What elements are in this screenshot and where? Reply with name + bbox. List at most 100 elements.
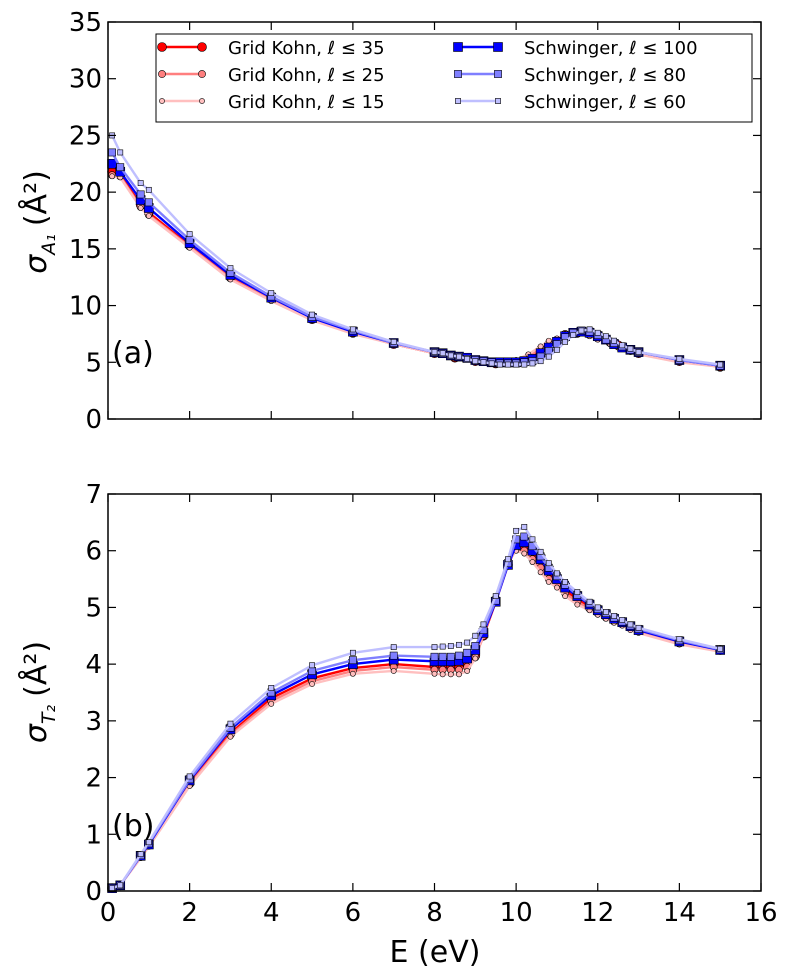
legend-label: Schwinger, ℓ ≤ 60 [524,92,686,113]
panel-b-y-axis: 0 1 2 3 4 5 6 7 [85,480,761,907]
legend-marker [494,70,502,78]
data-point [186,773,193,780]
panel-b-frame [107,493,762,892]
data-point [137,205,144,211]
data-point [472,632,479,639]
data-point [268,700,275,707]
series-line [111,541,721,890]
data-point [108,148,116,157]
data-point [562,593,568,599]
data-point [472,358,479,365]
series-5 [108,148,725,370]
y-tick-label: 1 [85,820,102,850]
data-point [717,645,724,652]
data-point [390,338,397,345]
data-point [513,527,520,534]
y-tick-label: 5 [85,593,102,623]
data-point [505,556,511,563]
data-point [578,327,585,334]
data-point [268,685,275,691]
data-point [594,604,601,611]
legend-marker [198,70,206,78]
legend-marker [158,70,166,78]
data-point [438,652,447,661]
data-point [144,198,153,207]
data-point [480,359,487,366]
data-point [570,332,577,338]
y-tick-label: 0 [85,405,102,435]
data-point [496,361,503,368]
y-tick-label: 7 [85,480,102,510]
data-point [456,641,462,648]
data-point [349,670,356,677]
data-point [268,290,275,296]
legend-entry: Grid Kohn, ℓ ≤ 15 [159,92,385,113]
legend-marker [199,98,205,104]
data-point [635,624,642,631]
data-point [227,720,234,727]
data-point [439,643,446,650]
legend-label: Grid Kohn, ℓ ≤ 25 [228,65,385,86]
data-point [627,345,634,352]
data-point [439,671,446,678]
data-point [349,326,356,333]
y-tick-label: 30 [69,65,102,95]
data-point [545,337,552,344]
panel-b-series [107,523,725,893]
data-point [480,621,487,628]
x-tick-label: 6 [345,898,362,928]
data-point [309,681,315,687]
x-tick-label: 16 [744,898,777,928]
legend-marker [157,42,167,52]
data-point [521,523,528,530]
panel-a-y-title: σA₁ (Å²) [18,170,60,274]
legend: Grid Kohn, ℓ ≤ 35 Grid Kohn, ℓ ≤ 25 Grid K… [155,33,753,123]
data-point [390,644,397,651]
series-line [111,162,721,367]
series-1 [107,543,725,893]
data-point [586,326,593,333]
data-point [116,163,125,172]
legend-marker [453,42,463,52]
legend-label: Grid Kohn, ℓ ≤ 15 [228,92,385,113]
data-point [611,337,617,344]
data-point [717,361,724,368]
data-point [471,642,480,650]
series-line [111,549,721,890]
data-point [109,173,115,180]
series-line [111,525,721,890]
series-line [111,175,721,368]
panel-a-series [107,132,725,372]
data-point [676,355,683,362]
y-tick-label: 15 [69,235,102,265]
y-title-subscript: T₂ [38,704,60,724]
data-point [309,311,315,318]
data-point [456,671,462,678]
series-2 [108,545,725,893]
data-point [464,639,471,646]
y-tick-label: 0 [85,877,102,907]
y-tick-label: 2 [85,764,102,794]
data-point [430,652,439,661]
data-point [521,361,528,368]
legend-entry: Grid Kohn, ℓ ≤ 35 [157,38,385,59]
series-3 [109,547,724,892]
data-point [463,648,472,657]
data-point [505,361,511,368]
series-6 [109,523,724,892]
data-point [627,621,634,628]
x-tick-label: 0 [100,898,117,928]
y-title-subscript: A₁ [38,234,60,257]
legend-label: Grid Kohn, ℓ ≤ 35 [228,38,385,59]
data-point [227,265,234,272]
series-line [111,546,721,890]
data-point [349,649,356,656]
legend-marker [455,98,461,104]
data-point [574,601,581,608]
series-line [111,535,721,890]
panel-a-y-axis: 0 5 10 15 20 25 30 35 [69,8,761,435]
data-point [309,662,315,669]
data-point [574,589,581,596]
